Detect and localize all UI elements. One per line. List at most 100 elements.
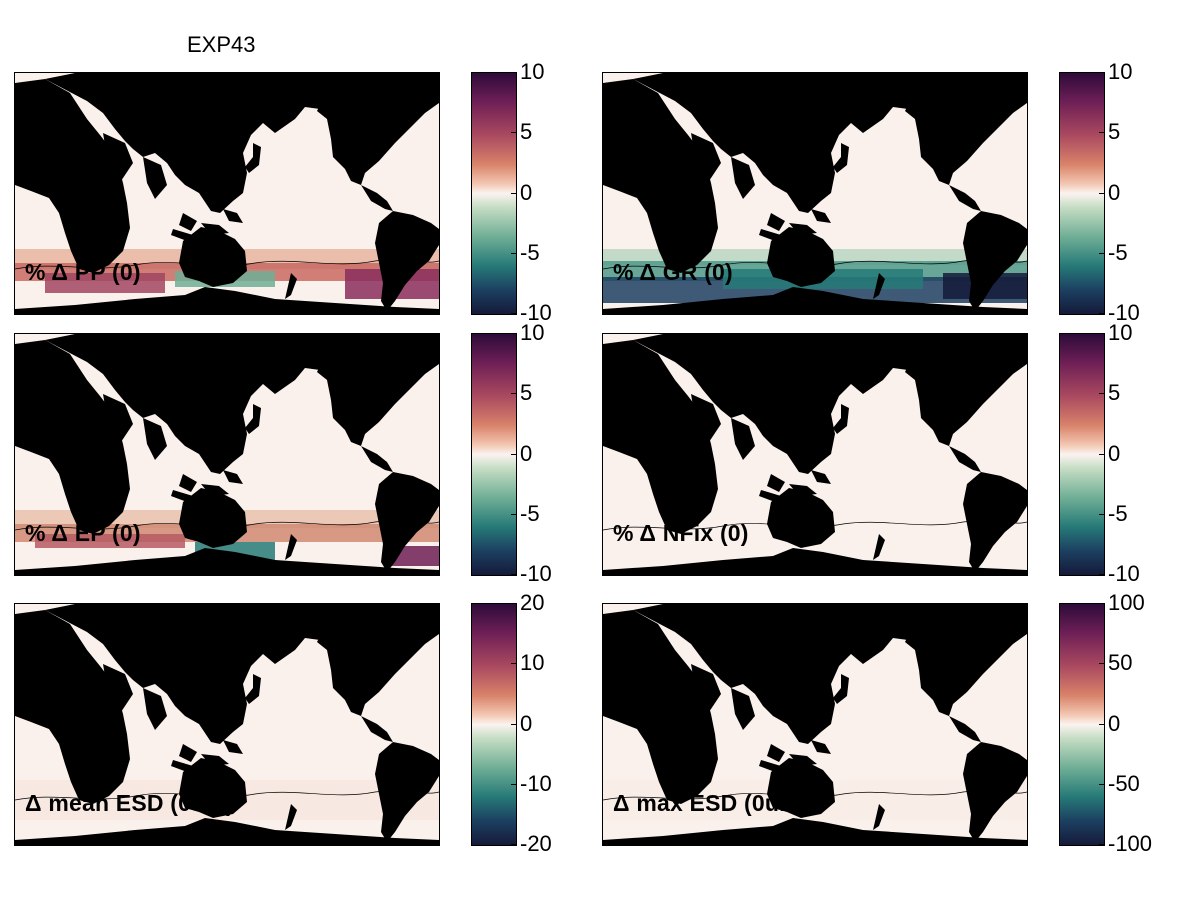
colorbar-tick-label: 0 [520,710,533,736]
land-mass [285,804,297,830]
land-mass [731,157,755,199]
land-mass [603,79,718,273]
colorbar-tick-mark [511,72,516,73]
colorbar-tick-mark [1099,252,1104,254]
colorbar-tick-label: -20 [520,831,552,856]
colorbar-tick-label: -10 [520,561,552,586]
colorbar-tick-label: 5 [1108,119,1121,145]
colorbar-tick-mark [511,313,516,314]
land-mass [905,604,1027,716]
land-mass [245,143,261,173]
land-mass [633,604,941,744]
colorbar-tick-label: -5 [520,500,540,526]
land-mass [767,213,785,231]
land-mass [223,209,243,223]
map-svg [603,334,1027,575]
land-mass [691,664,721,712]
colorbar-tick-label: 10 [1108,320,1133,345]
colorbar-tick-label: -10 [1108,300,1140,325]
land-mass [201,484,229,496]
land-mass [603,610,718,804]
map-svg [15,604,439,845]
land-mass [833,674,849,704]
land-mass [143,418,167,460]
colorbar-tick-label: -5 [1108,239,1128,265]
colorbar-ep [471,333,517,576]
land-mass [833,404,849,434]
colorbar-tick-mark [511,783,516,785]
land-mass [603,818,1027,845]
map-panel-max-esd: Δ max ESD (0um) [602,603,1028,846]
anomaly-band [35,534,185,548]
land-mass [361,185,393,211]
colorbar-tick-mark [1099,663,1104,665]
land-mass [413,334,439,352]
land-mass [361,716,393,742]
land-mass [603,287,1027,314]
land-mass [963,742,1027,842]
land-mass [375,472,439,572]
land-mass [45,604,353,744]
land-mass [103,664,133,712]
land-mass [963,472,1027,572]
colorbar-tick-label: 20 [520,590,545,615]
land-mass [201,223,229,235]
land-mass [905,334,1027,446]
colorbar-nfix [1059,333,1105,576]
colorbar-pp [471,72,517,315]
land-mass [963,211,1027,311]
land-mass [833,143,849,173]
land-mass [285,273,297,299]
land-mass [143,157,167,199]
colorbar-tick-label: 10 [520,320,545,345]
land-mass [691,394,721,442]
land-mass [103,394,133,442]
map-panel-ep: % Δ EP (0) [14,333,440,576]
land-mass [873,534,885,560]
panel-label: % Δ PP (0) [25,259,141,285]
colorbar-tick-mark [1099,313,1104,314]
land-mass [15,610,130,804]
map-svg [603,73,1027,314]
colorbar-tick-label: 5 [520,119,533,145]
land-mass [179,227,247,287]
map-panel-gr: % Δ GR (0) [602,72,1028,315]
land-mass [731,688,755,730]
land-mass [317,334,439,446]
land-mass [789,754,817,766]
land-mass [949,446,981,472]
land-mass [811,209,831,223]
colorbar-tick-label: 10 [1108,59,1133,84]
colorbar-tick-mark [1099,192,1104,194]
land-mass [603,340,718,534]
colorbar-tick-mark [511,393,516,395]
land-mass [691,133,721,181]
colorbar-tick-label: -50 [1108,770,1140,796]
land-mass [201,754,229,766]
colorbar-tick-mark [511,844,516,845]
land-mass [285,534,297,560]
land-mass [143,688,167,730]
land-mass [1001,73,1027,91]
colorbar-tick-mark [1099,723,1104,725]
land-mass [45,73,353,213]
colorbar-tick-label: 0 [1108,440,1121,466]
colorbar-tick-label: -5 [520,239,540,265]
colorbar-tick-mark [511,333,516,334]
land-mass [633,73,941,213]
colorbar-tick-mark [1099,603,1104,604]
map-panel-nfix: % Δ NFix (0) [602,333,1028,576]
land-mass [789,223,817,235]
land-mass [949,716,981,742]
land-mass [361,446,393,472]
land-mass [223,470,243,484]
panel-label: % Δ GR (0) [613,259,733,285]
figure-title: EXP43 [187,32,256,57]
colorbar-tick-mark [1099,393,1104,395]
colorbar-tick-mark [1099,783,1104,785]
land-mass [223,740,243,754]
land-mass [15,548,439,575]
land-mass [767,488,835,548]
panel-label: Δ max ESD (0um) [613,790,808,816]
land-mass [1001,604,1027,622]
